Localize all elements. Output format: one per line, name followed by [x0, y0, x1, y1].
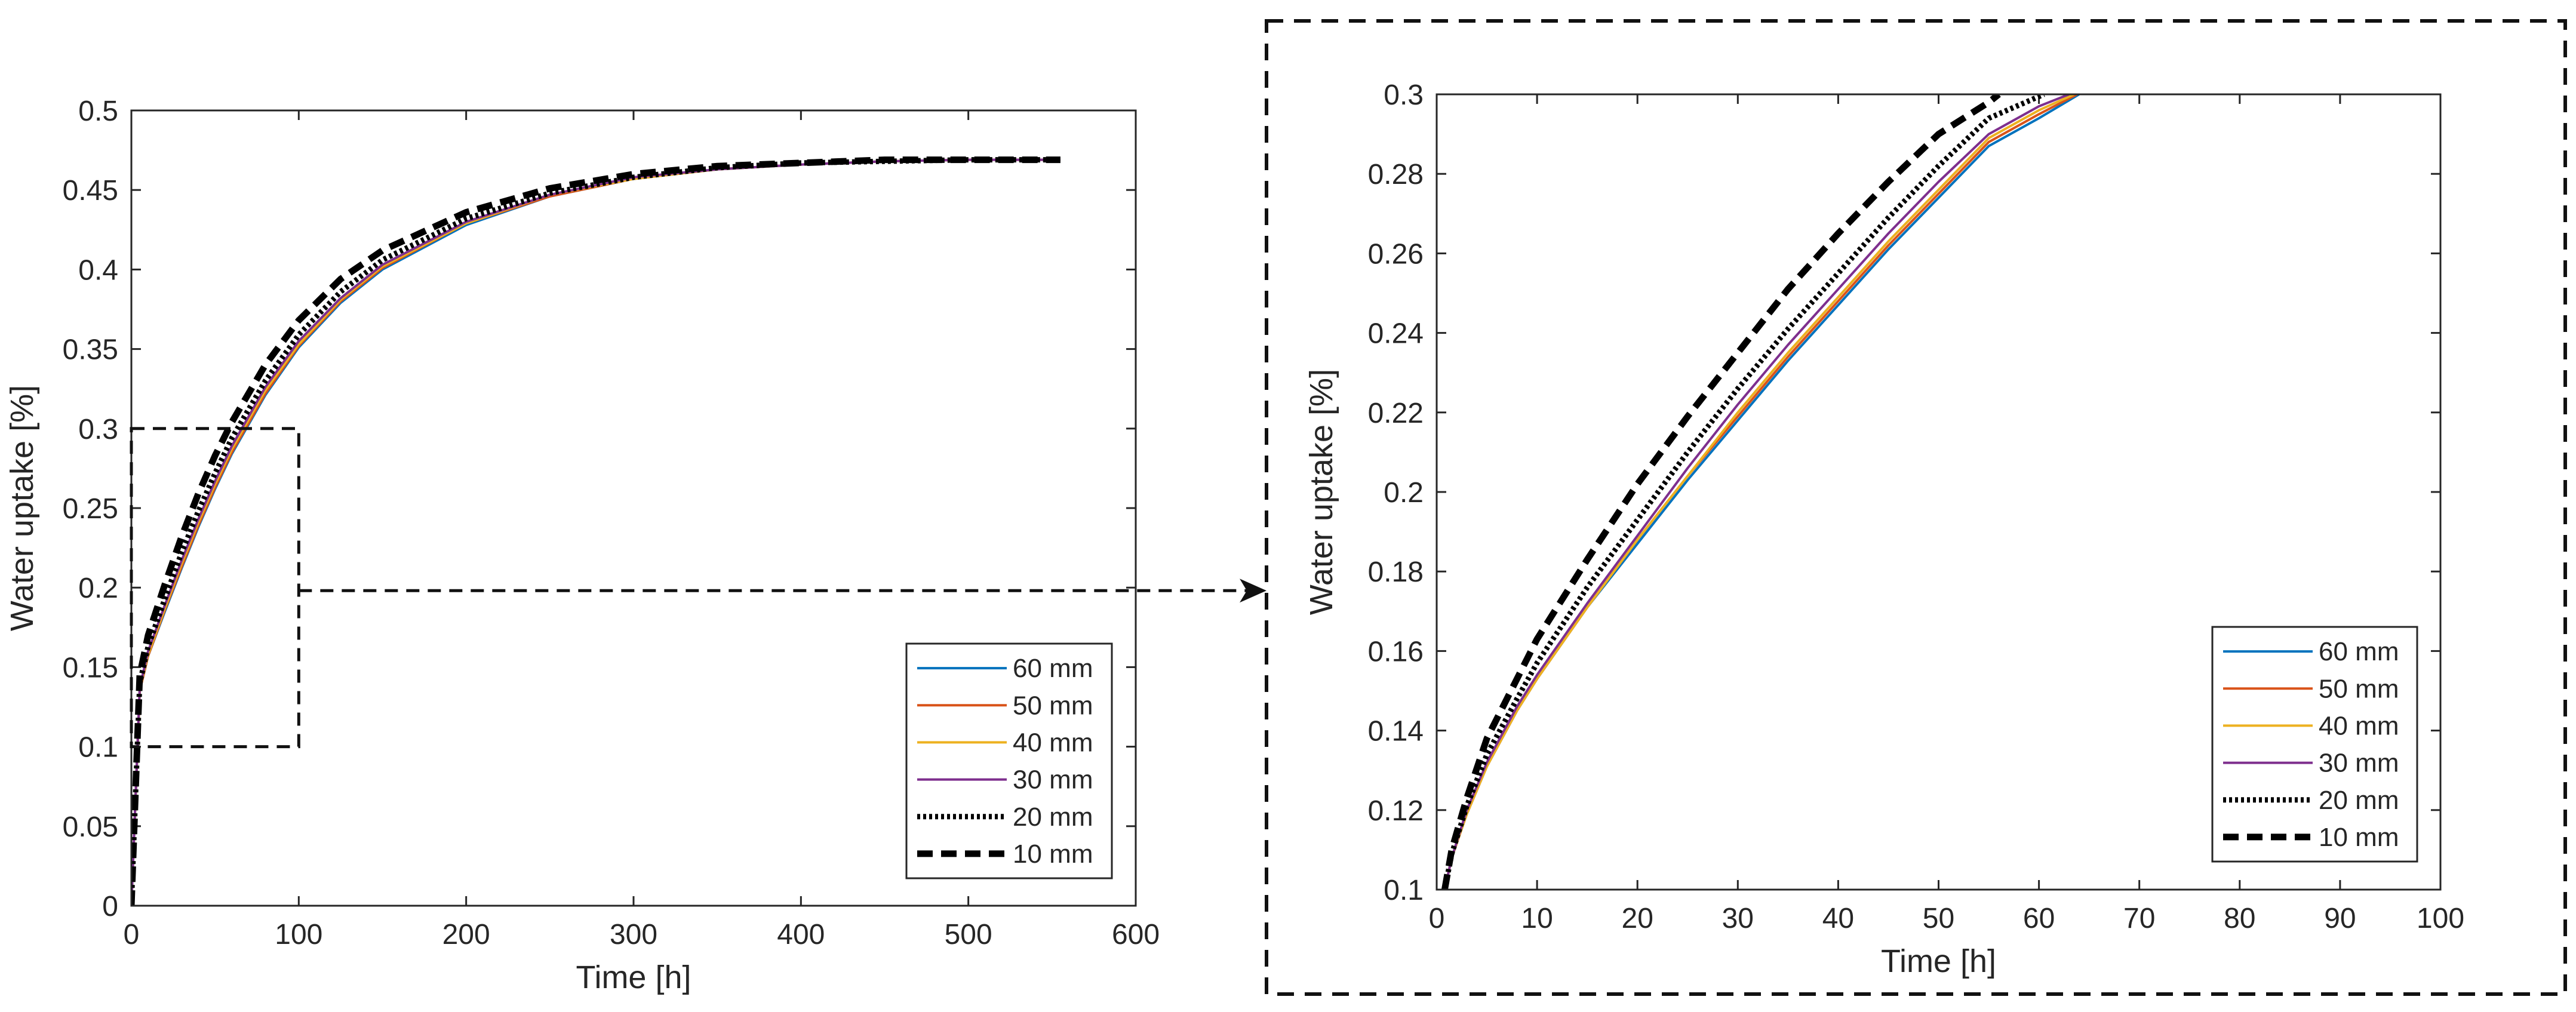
y-tick-label: 0.2	[78, 573, 118, 604]
y-tick-label: 0.35	[63, 334, 118, 366]
y-tick-label: 0.5	[78, 96, 118, 127]
legend-label: 10 mm	[2319, 823, 2399, 852]
main-chart: 0 100 200 300 400 500 600 0 0.05 0.1 0.15 0.2 0.25 0.…	[4, 96, 1160, 995]
x-tick-label: 50	[1923, 903, 1954, 934]
x-tick-label: 60	[2023, 903, 2055, 934]
x-tick-label: 0	[1429, 903, 1445, 934]
zoom-panel-frame	[1265, 19, 2567, 996]
x-tick-label: 20	[1622, 903, 1653, 934]
legend-box	[905, 642, 1113, 879]
x-tick-label: 10	[1521, 903, 1553, 934]
series-line-30-mm	[1443, 94, 2070, 890]
y-axis-label: Water uptake [%]	[4, 385, 40, 631]
x-tick-label: 0	[124, 919, 140, 951]
series-group	[131, 156, 1060, 906]
legend-label: 20 mm	[1013, 802, 1093, 832]
zoom-arrow-head	[1240, 579, 1267, 603]
y-tick-label: 0.45	[63, 175, 118, 207]
y-tick-label: 0.3	[1384, 79, 1424, 111]
y-tick-label: 0.16	[1368, 636, 1424, 668]
y-tick-label: 0.18	[1368, 556, 1424, 588]
series-line-10-mm	[131, 156, 1060, 906]
zoom-connector	[130, 19, 2567, 996]
legend-label: 20 mm	[2319, 786, 2399, 815]
axes-frame	[1435, 93, 2442, 891]
y-tick-label: 0.3	[78, 414, 118, 445]
x-axis-label: Time [h]	[1881, 943, 1996, 979]
y-tick-label: 0.24	[1368, 318, 1424, 350]
legend-label: 30 mm	[1013, 765, 1093, 795]
x-tick-label: 70	[2123, 903, 2155, 934]
zoom-region-box	[130, 427, 300, 749]
y-tick-label: 0.26	[1368, 238, 1424, 270]
y-tick-label: 0.05	[63, 811, 118, 843]
x-tick-label: 400	[777, 919, 825, 951]
y-tick-label: 0.25	[63, 493, 118, 525]
legend-label: 40 mm	[1013, 728, 1093, 757]
y-tick-label: 0.1	[78, 732, 118, 764]
y-tick-label: 0.15	[63, 652, 118, 684]
legend-label: 30 mm	[2319, 749, 2399, 778]
y-tick-label: 0	[102, 891, 118, 922]
x-tick-label: 100	[275, 919, 322, 951]
legend-label: 60 mm	[2319, 637, 2399, 666]
y-axis-label: Water uptake [%]	[1304, 369, 1339, 615]
x-tick-label: 100	[2417, 903, 2464, 934]
y-tick-label: 0.14	[1368, 716, 1424, 748]
x-tick-label: 80	[2224, 903, 2255, 934]
y-tick-label: 0.1	[1384, 875, 1424, 906]
x-axis-label: Time [h]	[576, 959, 691, 995]
legend-label: 60 mm	[1013, 654, 1093, 683]
x-tick-label: 300	[610, 919, 657, 951]
series-group	[1441, 94, 2080, 890]
y-tick-label: 0.22	[1368, 398, 1424, 429]
x-tick-label: 40	[1822, 903, 1854, 934]
y-tick-label: 0.28	[1368, 159, 1424, 190]
x-tick-label: 600	[1112, 919, 1160, 951]
series-line-40-mm	[1443, 94, 2075, 890]
legend-box	[2211, 626, 2418, 863]
x-tick-label: 90	[2324, 903, 2356, 934]
zoom-chart: 0 10 20 30 40 50 60 70 80 90 100 0.1 0.12 0.14 0.16 0.1…	[1304, 79, 2464, 979]
series-line-10-mm	[1441, 94, 2001, 890]
legend: 60 mm 50 mm 40 mm 30 mm 20 mm 10 mm	[905, 642, 1113, 879]
legend: 60 mm 50 mm 40 mm 30 mm 20 mm 10 mm	[2211, 626, 2418, 863]
series-line-20-mm	[1441, 94, 2045, 890]
y-tick-label: 0.4	[78, 254, 118, 286]
legend-label: 10 mm	[1013, 839, 1093, 869]
x-tick-label: 30	[1722, 903, 1754, 934]
y-tick-label: 0.2	[1384, 477, 1424, 509]
legend-label: 50 mm	[1013, 691, 1093, 720]
y-tick-label: 0.12	[1368, 795, 1424, 827]
x-tick-label: 500	[945, 919, 992, 951]
legend-label: 50 mm	[2319, 674, 2399, 703]
x-tick-label: 200	[442, 919, 490, 951]
legend-label: 40 mm	[2319, 711, 2399, 740]
